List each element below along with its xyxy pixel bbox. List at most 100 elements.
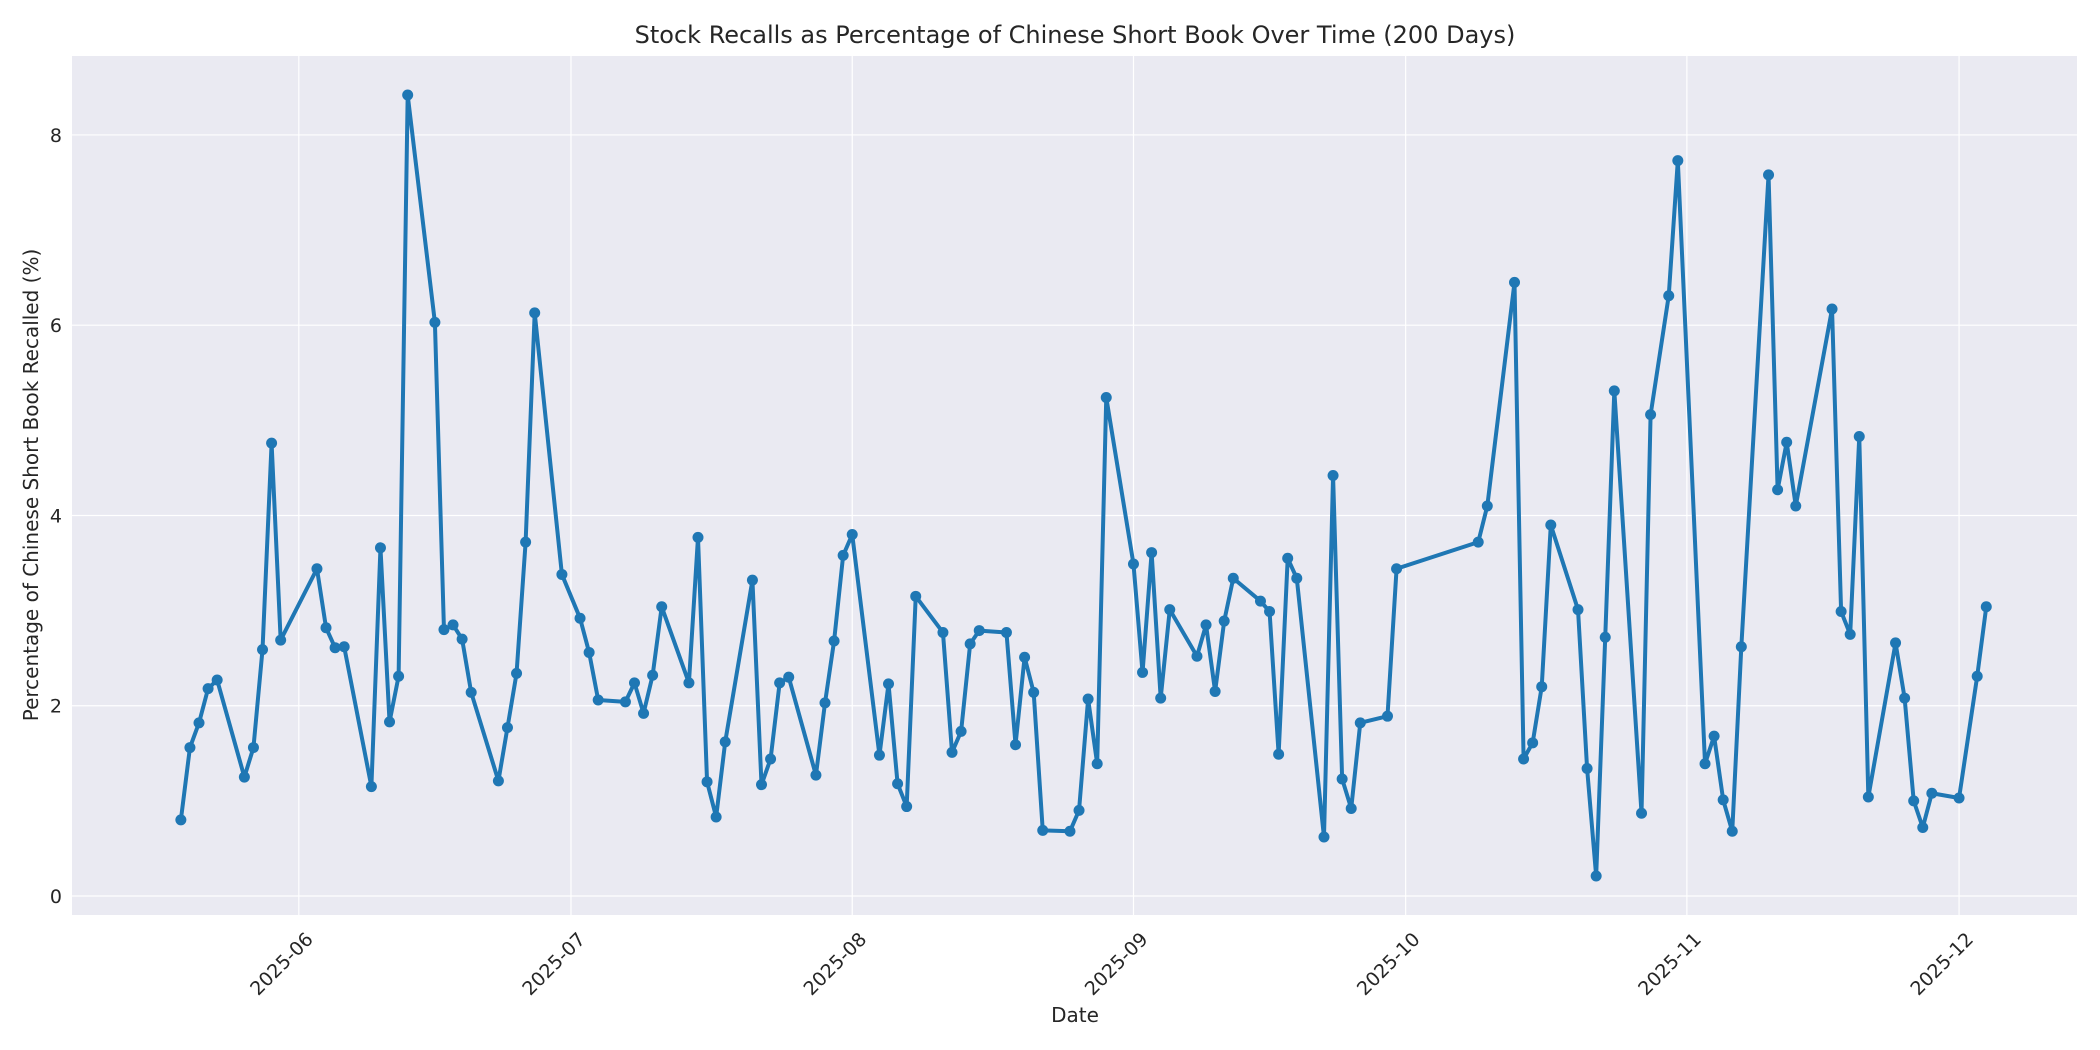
data-point: [1536, 681, 1548, 693]
data-point: [492, 775, 504, 787]
data-point: [175, 814, 187, 826]
data-point: [1953, 792, 1965, 804]
data-point: [1472, 536, 1484, 548]
data-point: [583, 646, 595, 658]
data-point: [964, 638, 976, 650]
data-point: [211, 674, 223, 686]
y-axis-label: Percentage of Chinese Short Book Recalle…: [19, 249, 43, 722]
data-point: [628, 677, 640, 689]
data-point: [1146, 547, 1158, 559]
data-point: [937, 626, 949, 638]
data-point: [1699, 758, 1711, 770]
data-point: [619, 696, 631, 708]
data-point: [193, 717, 205, 729]
data-point: [456, 633, 468, 645]
x-axis-ticks: 2025-06 2025-07 2025-08 2025-09 2025-10 2025-…: [246, 928, 1978, 1000]
x-tick-label: 2025-09: [1081, 928, 1153, 1000]
chart-title: Stock Recalls as Percentage of Chinese S…: [635, 21, 1516, 49]
data-point: [1254, 595, 1266, 607]
data-point: [1010, 739, 1022, 751]
data-point: [710, 811, 722, 823]
data-point: [955, 725, 967, 737]
data-point: [1518, 753, 1530, 765]
data-point: [647, 669, 659, 681]
data-point: [1926, 787, 1938, 799]
data-point: [765, 753, 777, 765]
data-point: [1164, 604, 1176, 616]
data-point: [1191, 650, 1203, 662]
data-point: [1663, 290, 1675, 302]
y-tick-label: 0: [50, 886, 62, 908]
data-point: [1917, 821, 1929, 833]
data-point: [656, 601, 668, 613]
data-point: [1200, 619, 1212, 631]
data-point: [338, 641, 350, 653]
data-point: [946, 746, 958, 758]
y-axis-ticks: 0 2 4 6 8: [50, 125, 62, 908]
data-point: [1672, 155, 1684, 167]
data-point: [828, 635, 840, 647]
x-tick-label: 2025-11: [1634, 928, 1706, 1000]
data-point: [1019, 651, 1031, 663]
data-point: [529, 307, 541, 319]
data-point: [756, 779, 768, 791]
data-point: [1282, 552, 1294, 564]
data-point: [1581, 763, 1593, 775]
data-point: [1772, 484, 1784, 496]
data-point: [1835, 606, 1847, 618]
data-point: [910, 590, 922, 602]
data-point: [638, 707, 650, 719]
x-tick-label: 2025-12: [1906, 928, 1978, 1000]
data-point: [1209, 685, 1221, 697]
data-point: [1037, 824, 1049, 836]
data-point: [1064, 825, 1076, 837]
data-point: [320, 622, 332, 634]
data-point: [1735, 641, 1747, 653]
grid-lines: [72, 56, 2077, 915]
data-point: [1327, 470, 1339, 482]
data-point: [1091, 758, 1103, 770]
data-point: [883, 678, 895, 690]
data-point: [1073, 804, 1085, 816]
data-point: [1590, 870, 1602, 882]
data-point: [701, 776, 713, 788]
data-point: [1545, 519, 1557, 531]
data-point: [520, 536, 532, 548]
data-point: [592, 694, 604, 706]
data-point: [683, 677, 695, 689]
data-point: [1844, 628, 1856, 640]
data-point: [511, 667, 523, 679]
data-point: [374, 542, 386, 554]
data-point: [1391, 563, 1403, 575]
y-tick-label: 6: [50, 315, 62, 337]
data-point: [1345, 802, 1357, 814]
data-point: [1781, 436, 1793, 448]
data-point: [774, 677, 786, 689]
data-point: [1645, 409, 1657, 421]
data-point: [1218, 615, 1230, 627]
data-point: [438, 624, 450, 636]
data-point: [384, 716, 396, 728]
data-point: [1273, 748, 1285, 760]
data-point: [901, 801, 913, 813]
data-point: [1726, 825, 1738, 837]
data-point: [719, 736, 731, 748]
data-point: [1381, 710, 1393, 722]
y-tick-label: 4: [50, 505, 62, 527]
data-point: [873, 749, 885, 761]
x-tick-label: 2025-08: [799, 928, 871, 1000]
data-point: [1137, 666, 1149, 678]
data-point: [892, 778, 904, 790]
data-point: [1708, 730, 1720, 742]
x-axis-label: Date: [1051, 1003, 1099, 1027]
data-point: [574, 612, 586, 624]
series-recall: [175, 89, 1992, 882]
x-tick-label: 2025-06: [246, 928, 318, 1000]
data-point: [846, 528, 858, 540]
data-point: [1527, 737, 1539, 749]
data-point: [1572, 604, 1584, 616]
data-point: [1971, 670, 1983, 682]
data-point: [465, 686, 477, 698]
data-point: [184, 742, 196, 754]
